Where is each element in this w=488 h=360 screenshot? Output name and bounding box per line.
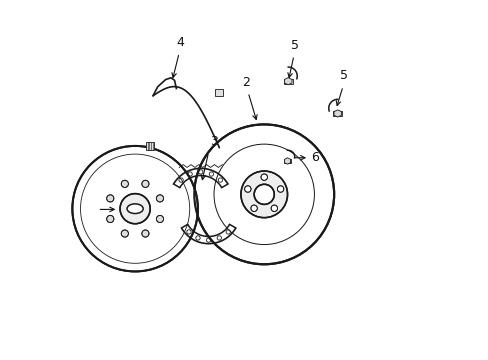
Circle shape [72,146,198,271]
Text: 1: 1 [86,203,94,216]
Bar [146,142,154,149]
Polygon shape [333,110,341,117]
Circle shape [194,125,333,264]
Circle shape [156,215,163,222]
Circle shape [254,184,274,204]
Circle shape [142,230,149,237]
Circle shape [121,180,128,188]
Polygon shape [284,78,291,85]
Circle shape [120,194,150,224]
Circle shape [261,174,267,180]
Text: 6: 6 [310,151,318,164]
Text: 4: 4 [176,36,183,49]
Polygon shape [284,158,290,164]
Circle shape [277,186,283,192]
Circle shape [142,180,149,188]
Circle shape [156,195,163,202]
Circle shape [106,195,114,202]
Circle shape [270,205,277,211]
Circle shape [244,186,250,192]
Circle shape [250,205,257,211]
Text: 2: 2 [242,76,250,89]
Text: 5: 5 [340,69,347,82]
Text: 3: 3 [210,135,218,148]
Circle shape [241,171,287,218]
Bar [333,111,341,116]
Text: 5: 5 [290,39,298,51]
Bar [215,89,222,96]
Circle shape [121,230,128,237]
Bar [284,78,292,84]
Circle shape [106,215,114,222]
Ellipse shape [127,204,143,213]
Bar [284,159,290,163]
